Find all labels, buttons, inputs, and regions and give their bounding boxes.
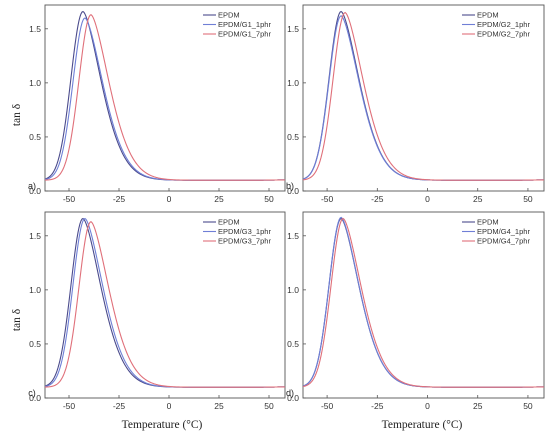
y-tick-label: 1.0 xyxy=(287,285,299,295)
legend-label: EPDM/G4_1phr xyxy=(477,227,530,236)
y-tick-label: 1.5 xyxy=(29,24,41,34)
plot-frame xyxy=(44,4,286,192)
x-tick-label: 50 xyxy=(523,194,533,204)
series-line-3 xyxy=(303,217,544,388)
series-line-2 xyxy=(303,15,544,181)
x-tick-label: -50 xyxy=(63,194,76,204)
y-tick-label: 1.5 xyxy=(287,24,299,34)
x-tick-label: 50 xyxy=(264,194,274,204)
x-axis-title-right: Temperature (°C) xyxy=(382,419,463,431)
x-tick-label: -25 xyxy=(113,194,126,204)
y-tick-label: 0.5 xyxy=(287,132,299,142)
legend-label: EPDM/G2_1phr xyxy=(477,20,530,29)
plot-frame xyxy=(302,211,545,399)
x-tick-label: -50 xyxy=(321,401,334,411)
y-tick-label: 1.0 xyxy=(287,78,299,88)
panel-2: -50 -25 0 25 50 0.0 0.5 1.0 1.5 EPDMEPDM/G2_1phrE… xyxy=(286,4,545,204)
x-tick-label: 50 xyxy=(264,401,274,411)
series-line-3 xyxy=(45,14,285,181)
x-tick-label: -50 xyxy=(321,194,334,204)
panel-1: -50 -25 0 25 50 0.0 0.5 1.0 1.5 EPDMEPDM/G1_1phrE… xyxy=(28,4,286,204)
x-tick-label: 25 xyxy=(214,194,224,204)
y-tick-label: 1.5 xyxy=(29,231,41,241)
y-tick-label: 0.5 xyxy=(29,132,41,142)
y-tick-label: 0.5 xyxy=(287,339,299,349)
x-tick-label: 0 xyxy=(425,401,430,411)
series-line-3 xyxy=(303,11,544,181)
x-tick-label: -25 xyxy=(371,194,384,204)
series-lines xyxy=(45,217,285,388)
panel-3: -50 -25 0 25 50 0.0 0.5 1.0 1.5 EPDMEPDM/G3_1phrE… xyxy=(28,211,286,411)
legend-label: EPDM/G4_7phr xyxy=(477,237,530,246)
y-tick-label: 1.5 xyxy=(287,231,299,241)
legend-label: EPDM/G3_7phr xyxy=(218,237,271,246)
legend-label: EPDM/G2_7phr xyxy=(477,30,530,39)
x-tick-label: -25 xyxy=(371,401,384,411)
series-line-2 xyxy=(45,17,285,181)
panel-4: -50 -25 0 25 50 0.0 0.5 1.0 1.5 EPDMEPDM/G4_1phrE… xyxy=(286,211,545,411)
x-tick-label: -25 xyxy=(113,401,126,411)
x-tick-label: 25 xyxy=(473,194,483,204)
x-axis-title-left: Temperature (°C) xyxy=(122,419,203,431)
x-tick-label: 0 xyxy=(167,401,172,411)
y-axis-title-bottom: tan δ xyxy=(11,309,23,331)
legend-label: EPDM xyxy=(218,11,240,20)
legend-label: EPDM/G1_1phr xyxy=(218,20,271,29)
y-tick-label: 0.0 xyxy=(287,186,299,196)
series-lines xyxy=(303,10,544,181)
legend-label: EPDM xyxy=(218,218,240,227)
x-tick-label: 0 xyxy=(167,194,172,204)
legend-label: EPDM/G3_1phr xyxy=(218,227,271,236)
plot-frame xyxy=(44,211,286,399)
panel-label: a) xyxy=(28,181,36,191)
y-tick-label: 0.0 xyxy=(287,393,299,403)
series-lines xyxy=(45,10,285,181)
x-tick-label: -50 xyxy=(63,401,76,411)
panel-label: b) xyxy=(286,181,294,191)
x-tick-label: 0 xyxy=(425,194,430,204)
panels-group: -50 -25 0 25 500.00.51.01.5EPDMEPDM/G1_1phrE… xyxy=(28,4,545,411)
legend-label: EPDM/G1_7phr xyxy=(218,30,271,39)
y-tick-label: 0.5 xyxy=(29,339,41,349)
series-lines xyxy=(303,216,544,388)
series-line-3 xyxy=(45,221,285,388)
x-tick-label: 25 xyxy=(214,401,224,411)
panel-label: d) xyxy=(286,388,294,398)
y-tick-label: 1.0 xyxy=(29,285,41,295)
x-tick-label: 25 xyxy=(473,401,483,411)
x-tick-label: 50 xyxy=(523,401,533,411)
legend-label: EPDM xyxy=(477,218,499,227)
panel-label: c) xyxy=(28,388,36,398)
y-axis-title-top: tan δ xyxy=(11,104,23,126)
y-tick-label: 0.0 xyxy=(29,393,41,403)
y-tick-label: 0.0 xyxy=(29,186,41,196)
legend-label: EPDM xyxy=(477,11,499,20)
plot-frame xyxy=(302,4,545,192)
y-tick-label: 1.0 xyxy=(29,78,41,88)
